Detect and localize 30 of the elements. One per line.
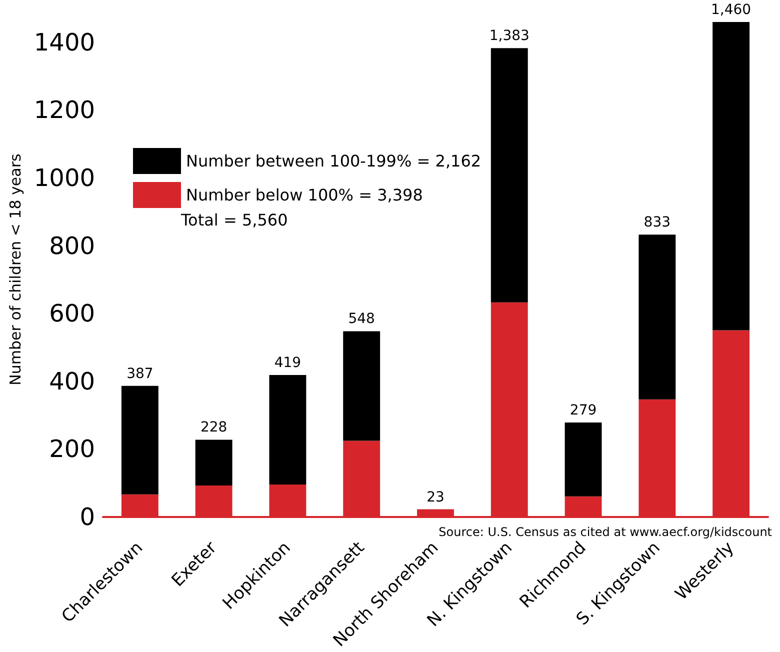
total-label: 419 (274, 354, 302, 371)
total-label: 833 (644, 214, 671, 231)
legend-label: Number below 100% = 3,398 (186, 186, 423, 204)
annotation: Total = 5,560 (180, 210, 288, 230)
total-label: 228 (200, 420, 228, 436)
y-tick-label: 1400 (34, 28, 95, 56)
total-label: 1,460 (711, 2, 752, 18)
bar (564, 422, 602, 496)
bar (343, 331, 380, 441)
y-tick-label: 800 (49, 232, 95, 260)
y-tick-label: 600 (49, 300, 95, 328)
source-note: Source: U.S. Census as cited at www.aecf.org/kidscount (438, 525, 772, 539)
y-tick-label: 0 (80, 503, 95, 532)
bar (638, 234, 676, 400)
bar (269, 374, 306, 485)
y-tick-label: 1000 (34, 164, 95, 192)
legend-label: Number between 100-199% = 2,162 (186, 152, 482, 170)
y-tick-label: 400 (49, 367, 95, 396)
y-tick-label: 200 (49, 435, 95, 464)
bar (121, 386, 158, 494)
bar (195, 440, 232, 486)
y-tick-label: 1200 (34, 96, 95, 124)
total-label: 548 (348, 311, 375, 328)
bar (712, 22, 750, 330)
y-axis-title: Number of children < 18 years (6, 154, 24, 386)
total-label: 279 (570, 402, 597, 418)
total-label: 23 (426, 489, 444, 506)
total-label: 1,383 (489, 28, 530, 44)
bar (490, 48, 528, 302)
total-label: 387 (126, 366, 154, 382)
